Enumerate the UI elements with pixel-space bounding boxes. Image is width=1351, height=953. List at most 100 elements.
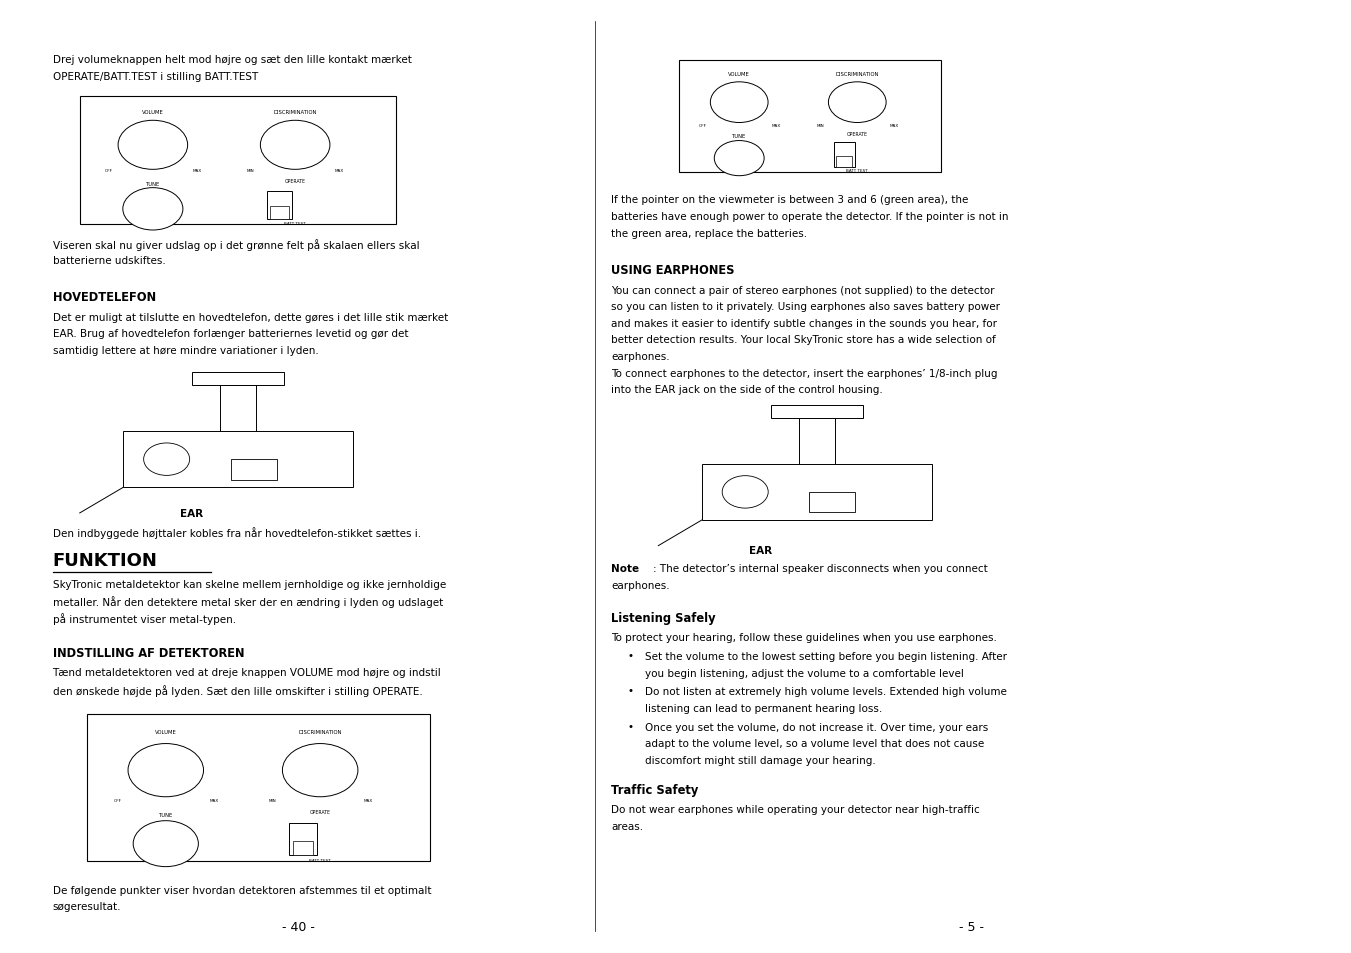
Text: metaller. Når den detektere metal sker der en ændring i lyden og udslaget: metaller. Når den detektere metal sker d… bbox=[53, 596, 443, 608]
Text: earphones.: earphones. bbox=[611, 580, 670, 590]
Bar bbox=[678, 61, 942, 172]
Text: BATT TEST: BATT TEST bbox=[309, 858, 331, 862]
Circle shape bbox=[715, 141, 765, 176]
Text: Viseren skal nu giver udslag op i det grønne felt på skalaen ellers skal: Viseren skal nu giver udslag op i det gr… bbox=[53, 238, 419, 251]
Bar bbox=[80, 97, 396, 225]
Text: so you can listen to it privately. Using earphones also saves battery power: so you can listen to it privately. Using… bbox=[611, 302, 1000, 312]
Bar bbox=[123, 432, 353, 488]
Text: USING EARPHONES: USING EARPHONES bbox=[611, 264, 735, 276]
Text: earphones.: earphones. bbox=[611, 352, 670, 361]
Text: areas.: areas. bbox=[611, 821, 643, 831]
Text: VOLUME: VOLUME bbox=[142, 110, 163, 115]
Bar bbox=[293, 841, 313, 856]
Text: VOLUME: VOLUME bbox=[155, 730, 177, 735]
Text: Listening Safely: Listening Safely bbox=[611, 611, 716, 624]
Text: and makes it easier to identify subtle changes in the sounds you hear, for: and makes it easier to identify subtle c… bbox=[611, 318, 997, 329]
Text: BATT TEST: BATT TEST bbox=[284, 222, 307, 226]
Text: TUNE: TUNE bbox=[146, 181, 159, 187]
Circle shape bbox=[723, 476, 769, 509]
Text: adapt to the volume level, so a volume level that does not cause: adapt to the volume level, so a volume l… bbox=[644, 739, 984, 748]
Text: - 5 -: - 5 - bbox=[959, 920, 984, 933]
Text: •: • bbox=[627, 651, 634, 660]
Text: OPERATE: OPERATE bbox=[309, 809, 331, 814]
Text: the green area, replace the batteries.: the green area, replace the batteries. bbox=[611, 229, 807, 238]
Text: VOLUME: VOLUME bbox=[728, 71, 750, 76]
Bar bbox=[192, 373, 284, 386]
Circle shape bbox=[143, 443, 189, 476]
Text: MIN: MIN bbox=[817, 124, 824, 128]
Text: DISCRIMINATION: DISCRIMINATION bbox=[273, 110, 317, 115]
Circle shape bbox=[711, 83, 769, 123]
Circle shape bbox=[282, 743, 358, 797]
Text: - 40 -: - 40 - bbox=[282, 920, 315, 933]
Text: Set the volume to the lowest setting before you begin listening. After: Set the volume to the lowest setting bef… bbox=[644, 652, 1006, 661]
Text: EAR. Brug af hovedtelefon forlænger batteriernes levetid og gør det: EAR. Brug af hovedtelefon forlænger batt… bbox=[53, 329, 408, 339]
Text: MAX: MAX bbox=[889, 124, 898, 128]
Text: OPERATE: OPERATE bbox=[847, 132, 867, 137]
Text: OFF: OFF bbox=[698, 124, 707, 128]
Text: you begin listening, adjust the volume to a comfortable level: you begin listening, adjust the volume t… bbox=[644, 668, 963, 679]
Text: MIN: MIN bbox=[247, 170, 255, 173]
Text: FUNKTION: FUNKTION bbox=[53, 551, 158, 569]
Text: better detection results. Your local SkyTronic store has a wide selection of: better detection results. Your local Sky… bbox=[611, 335, 996, 345]
Text: To connect earphones to the detector, insert the earphones’ 1/8-inch plug: To connect earphones to the detector, in… bbox=[611, 368, 997, 378]
Bar bbox=[771, 405, 863, 418]
Bar bbox=[86, 715, 430, 862]
Circle shape bbox=[261, 121, 330, 171]
Circle shape bbox=[128, 743, 204, 797]
Text: Do not wear earphones while operating your detector near high-traffic: Do not wear earphones while operating yo… bbox=[611, 804, 979, 815]
Text: samtidig lettere at høre mindre variationer i lyden.: samtidig lettere at høre mindre variatio… bbox=[53, 346, 319, 355]
Text: Den indbyggede højttaler kobles fra når hovedtelefon-stikket sættes i.: Den indbyggede højttaler kobles fra når … bbox=[53, 526, 420, 538]
Text: discomfort might still damage your hearing.: discomfort might still damage your heari… bbox=[644, 755, 875, 765]
Text: EAR: EAR bbox=[181, 508, 204, 518]
Text: TUNE: TUNE bbox=[158, 812, 173, 817]
Text: på instrumentet viser metal-typen.: på instrumentet viser metal-typen. bbox=[53, 613, 235, 624]
Text: listening can lead to permanent hearing loss.: listening can lead to permanent hearing … bbox=[644, 703, 882, 713]
Text: Note: Note bbox=[611, 563, 639, 574]
Text: You can connect a pair of stereo earphones (not supplied) to the detector: You can connect a pair of stereo earphon… bbox=[611, 285, 994, 295]
Text: Tænd metaldetektoren ved at dreje knappen VOLUME mod højre og indstil: Tænd metaldetektoren ved at dreje knappe… bbox=[53, 668, 442, 678]
Bar bbox=[231, 459, 277, 480]
Text: SkyTronic metaldetektor kan skelne mellem jernholdige og ikke jernholdige: SkyTronic metaldetektor kan skelne melle… bbox=[53, 579, 446, 589]
Bar bbox=[270, 207, 289, 220]
Text: batterierne udskiftes.: batterierne udskiftes. bbox=[53, 255, 165, 265]
Text: •: • bbox=[627, 720, 634, 731]
Text: BATT TEST: BATT TEST bbox=[846, 170, 869, 173]
Text: batteries have enough power to operate the detector. If the pointer is not in: batteries have enough power to operate t… bbox=[611, 212, 1008, 222]
Text: MIN: MIN bbox=[269, 798, 276, 801]
Bar bbox=[809, 493, 855, 513]
Text: MAX: MAX bbox=[192, 170, 201, 173]
Text: De følgende punkter viser hvordan detektoren afstemmes til et optimalt: De følgende punkter viser hvordan detekt… bbox=[53, 884, 431, 895]
Text: DISCRIMINATION: DISCRIMINATION bbox=[835, 71, 880, 76]
Circle shape bbox=[828, 83, 886, 123]
Text: den ønskede højde på lyden. Sæt den lille omskifter i stilling OPERATE.: den ønskede højde på lyden. Sæt den lill… bbox=[53, 684, 423, 696]
Text: INDSTILLING AF DETEKTOREN: INDSTILLING AF DETEKTOREN bbox=[53, 646, 245, 659]
Bar bbox=[220, 386, 257, 435]
Bar bbox=[289, 823, 316, 856]
Text: To protect your hearing, follow these guidelines when you use earphones.: To protect your hearing, follow these gu… bbox=[611, 633, 997, 642]
Text: MAX: MAX bbox=[771, 124, 781, 128]
Circle shape bbox=[123, 189, 182, 231]
Text: HOVEDTELEFON: HOVEDTELEFON bbox=[53, 291, 155, 304]
Bar bbox=[836, 156, 852, 168]
Bar bbox=[701, 464, 932, 520]
Text: DISCRIMINATION: DISCRIMINATION bbox=[299, 730, 342, 735]
Text: Det er muligt at tilslutte en hovedtelefon, dette gøres i det lille stik mærket: Det er muligt at tilslutte en hovedtelef… bbox=[53, 313, 447, 322]
Text: Traffic Safety: Traffic Safety bbox=[611, 782, 698, 796]
Text: TUNE: TUNE bbox=[732, 134, 746, 139]
Text: OFF: OFF bbox=[104, 170, 112, 173]
Text: Do not listen at extremely high volume levels. Extended high volume: Do not listen at extremely high volume l… bbox=[644, 687, 1006, 697]
Text: MAX: MAX bbox=[335, 170, 345, 173]
Text: EAR: EAR bbox=[750, 545, 773, 556]
Text: OPERATE/BATT.TEST i stilling BATT.TEST: OPERATE/BATT.TEST i stilling BATT.TEST bbox=[53, 71, 258, 81]
Bar bbox=[798, 418, 835, 467]
Text: Once you set the volume, do not increase it. Over time, your ears: Once you set the volume, do not increase… bbox=[644, 721, 988, 732]
Circle shape bbox=[118, 121, 188, 171]
Text: MAX: MAX bbox=[363, 798, 373, 801]
Bar bbox=[834, 143, 855, 168]
Text: If the pointer on the viewmeter is between 3 and 6 (green area), the: If the pointer on the viewmeter is betwe… bbox=[611, 195, 969, 205]
Text: Drej volumeknappen helt mod højre og sæt den lille kontakt mærket: Drej volumeknappen helt mod højre og sæt… bbox=[53, 55, 412, 65]
Text: OFF: OFF bbox=[113, 798, 122, 801]
Text: •: • bbox=[627, 686, 634, 696]
Text: into the EAR jack on the side of the control housing.: into the EAR jack on the side of the con… bbox=[611, 385, 882, 395]
